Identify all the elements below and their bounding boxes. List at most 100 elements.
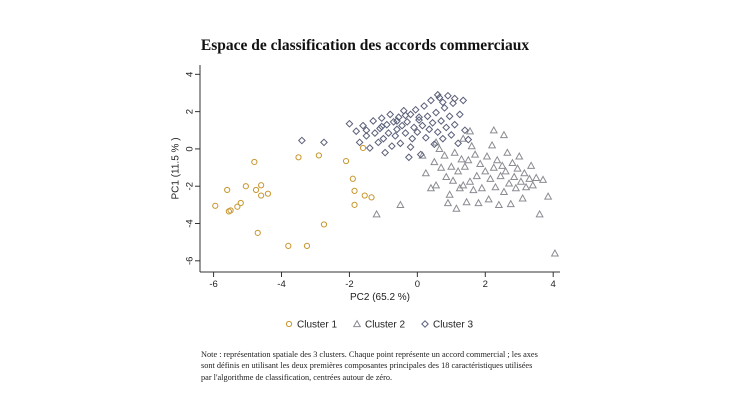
data-point: [469, 185, 478, 194]
data-point: [320, 221, 328, 228]
chart-title: Espace de classification des accords com…: [200, 37, 530, 54]
data-point: [482, 152, 492, 160]
scatter-chart: -6 -4 -2 0 2 4 -6 -4 -2 0 2 4 PC2 (65.2 %) PC1 (11.5 …: [171, 65, 560, 331]
legend-label: Cluster 1: [297, 320, 337, 331]
data-point: [550, 249, 560, 257]
data-point: [393, 125, 401, 134]
legend-item-cluster-2: Cluster 2: [352, 319, 405, 331]
data-point: [526, 161, 536, 169]
x-tick-label: -4: [277, 279, 285, 290]
data-point: [459, 180, 468, 189]
data-point: [418, 121, 427, 130]
note-line-1: Note : représentation spatiale des 3 clu…: [201, 350, 538, 359]
data-point: [352, 127, 361, 136]
data-point: [511, 183, 520, 192]
data-points: [212, 90, 560, 257]
x-tick-label: 2: [483, 279, 488, 290]
data-point: [212, 202, 219, 209]
data-point: [476, 159, 485, 167]
data-point: [303, 242, 311, 249]
y-tick-label: -4: [185, 219, 196, 227]
data-point: [369, 117, 378, 125]
data-point: [508, 158, 517, 167]
data-point: [396, 139, 405, 148]
data-point: [372, 209, 381, 218]
data-point: [444, 91, 452, 100]
data-point: [379, 134, 388, 143]
data-point: [489, 163, 498, 171]
y-tick-label: -2: [185, 182, 196, 190]
data-point: [252, 186, 260, 194]
data-point: [489, 125, 498, 134]
data-point: [361, 192, 368, 199]
data-point: [425, 125, 434, 134]
data-point: [433, 90, 442, 99]
y-tick-label: 4: [185, 72, 196, 77]
data-point: [513, 164, 522, 172]
data-point: [421, 168, 430, 177]
data-point: [447, 131, 456, 139]
data-point: [393, 117, 401, 125]
data-point: [435, 93, 444, 102]
data-point: [401, 129, 410, 137]
data-point: [518, 194, 527, 202]
data-point: [362, 131, 371, 140]
data-point: [370, 129, 379, 137]
data-point: [435, 144, 444, 153]
data-point: [411, 105, 420, 114]
data-point: [295, 154, 302, 161]
data-point: [351, 187, 358, 194]
legend-marker: [352, 319, 362, 328]
data-point: [528, 180, 537, 189]
legend-item-cluster-1: Cluster 1: [285, 320, 337, 331]
data-point: [440, 151, 449, 159]
data-point: [447, 162, 456, 170]
data-point: [467, 141, 476, 150]
data-point: [430, 140, 439, 149]
data-point: [494, 200, 504, 209]
y-tick-label: 2: [185, 109, 196, 114]
data-point: [421, 133, 430, 142]
y-tick-label: 0: [185, 146, 196, 151]
data-point: [384, 129, 393, 137]
data-point: [433, 128, 442, 137]
data-point: [398, 121, 406, 130]
data-point: [442, 172, 451, 181]
data-point: [450, 94, 459, 103]
data-point: [450, 120, 459, 129]
data-point: [521, 182, 531, 191]
data-point: [349, 175, 356, 182]
data-point: [365, 144, 374, 152]
data-point: [359, 121, 367, 130]
data-point: [387, 142, 396, 151]
data-point: [438, 134, 447, 143]
data-point: [351, 201, 358, 208]
data-point: [420, 102, 429, 110]
data-point: [374, 138, 383, 147]
data-point: [499, 187, 509, 195]
data-point: [391, 131, 400, 140]
data-point: [493, 155, 502, 164]
data-point: [450, 148, 459, 156]
data-point: [436, 163, 446, 171]
data-point: [449, 99, 457, 108]
data-point: [543, 192, 553, 200]
data-point: [237, 199, 244, 207]
data-point: [431, 180, 441, 189]
data-point: [498, 161, 507, 169]
data-point: [381, 148, 390, 157]
data-point: [376, 124, 384, 133]
data-point: [394, 113, 403, 122]
note-line-3: par l'algorithme de classification, cent…: [201, 372, 393, 382]
data-point: [443, 198, 453, 207]
data-point: [430, 157, 439, 166]
data-point: [368, 194, 375, 201]
data-point: [403, 117, 412, 126]
data-point: [504, 179, 514, 187]
series-cluster-3: [297, 90, 473, 162]
data-point: [501, 166, 510, 175]
legend-marker: [421, 320, 429, 328]
data-point: [315, 152, 322, 159]
data-point: [258, 182, 265, 189]
data-point: [401, 111, 410, 120]
